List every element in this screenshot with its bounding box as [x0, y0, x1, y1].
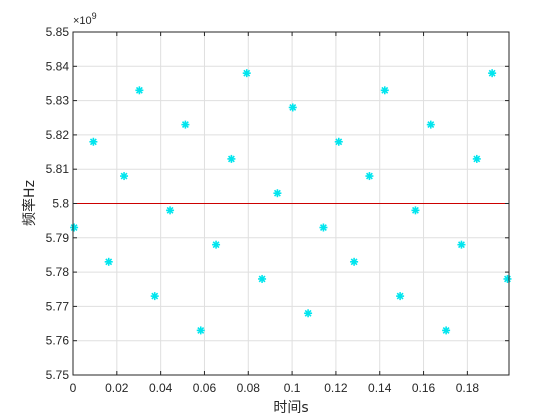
- y-tick-label: 5.78: [46, 265, 70, 279]
- y-tick-label: 5.75: [46, 368, 70, 382]
- data-point: [70, 223, 79, 232]
- x-tick-label: 0.1: [284, 381, 301, 395]
- data-point: [135, 86, 144, 95]
- data-point: [472, 154, 481, 163]
- data-point: [273, 189, 282, 198]
- data-point: [166, 206, 175, 215]
- data-point: [212, 240, 221, 249]
- data-point: [334, 137, 343, 146]
- x-tick-label: 0.04: [149, 381, 173, 395]
- y-axis-label: 频率Hz: [21, 180, 38, 226]
- y-tick-label: 5.81: [46, 162, 70, 176]
- x-axis-label: 时间s: [273, 400, 308, 416]
- y-multiplier: ×109: [73, 11, 97, 27]
- data-point: [288, 103, 297, 112]
- x-tick-label: 0.02: [105, 381, 129, 395]
- y-tick-label: 5.76: [46, 334, 70, 348]
- data-point: [242, 69, 251, 78]
- axis-ticks: [72, 31, 509, 376]
- y-tick-labels: 5.75 5.76 5.77 5.78 5.79 5.8 5.81 5.82 5.83 5.84 5…: [46, 25, 70, 382]
- x-tick-label: 0.14: [368, 381, 392, 395]
- data-point: [380, 86, 389, 95]
- data-point: [442, 326, 451, 335]
- x-tick-label: 0: [70, 381, 77, 395]
- data-point: [503, 274, 512, 283]
- data-point: [89, 137, 98, 146]
- data-point: [350, 257, 359, 266]
- y-tick-label: 5.8: [52, 197, 69, 211]
- data-point: [304, 309, 313, 318]
- y-tick-label: 5.82: [46, 128, 70, 142]
- x-tick-label: 0.16: [412, 381, 436, 395]
- data-point: [411, 206, 420, 215]
- data-point: [365, 172, 374, 181]
- y-tick-label: 5.83: [46, 94, 70, 108]
- y-tick-label: 5.84: [46, 59, 70, 73]
- data-point: [258, 274, 267, 283]
- x-tick-label: 0.08: [237, 381, 261, 395]
- data-point: [104, 257, 113, 266]
- y-multiplier-exponent: 9: [92, 11, 97, 21]
- data-point: [488, 69, 497, 78]
- data-point: [196, 326, 205, 335]
- y-tick-label: 5.79: [46, 231, 70, 245]
- y-tick-label: 5.77: [46, 299, 70, 313]
- data-point: [426, 120, 435, 129]
- y-multiplier-base: ×10: [73, 15, 92, 27]
- x-tick-label: 0.12: [324, 381, 348, 395]
- y-tick-label: 5.85: [46, 25, 70, 39]
- x-tick-label: 0.06: [193, 381, 217, 395]
- x-tick-label: 0.18: [456, 381, 480, 395]
- data-point: [319, 223, 328, 232]
- data-point: [457, 240, 466, 249]
- data-point: [181, 120, 190, 129]
- data-point: [150, 292, 159, 301]
- data-point: [227, 154, 236, 163]
- data-point: [120, 172, 129, 181]
- data-point: [396, 292, 405, 301]
- x-tick-labels: 0 0.02 0.04 0.06 0.08 0.1 0.12 0.14 0.16 0.18: [70, 381, 480, 395]
